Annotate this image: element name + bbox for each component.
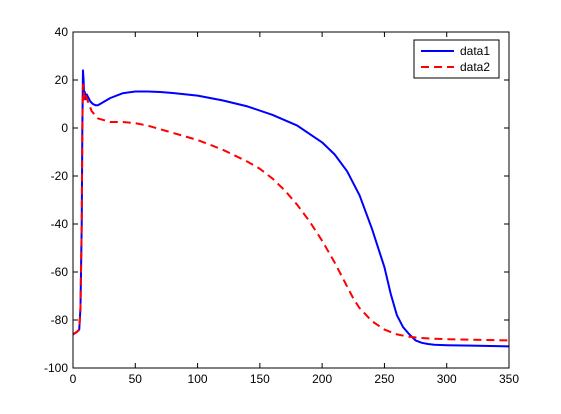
axes-box [72,31,510,369]
legend-box [413,39,500,79]
y-tick-label: -80 [51,313,69,327]
axes-layer [72,31,510,369]
legend-label-data1: data1 [460,44,490,58]
x-tick-label: 250 [374,372,394,386]
x-tick-label: 50 [129,372,143,386]
x-tick-label: 150 [250,372,270,386]
y-tick-label: 40 [55,25,69,39]
y-tick-label: -40 [51,217,69,231]
plot-area [73,32,509,368]
x-tick-label: 350 [499,372,519,386]
x-tick-label: 200 [312,372,332,386]
ticks-layer: 0 50 100 150 200 250 300 350 -100 -80 -60 -40 -20 0 20… [44,25,519,386]
y-tick-label: -20 [51,169,69,183]
y-tick-label: 20 [55,73,69,87]
series-line-data2 [72,83,510,342]
x-tick-label: 300 [437,372,457,386]
x-tick-label: 0 [70,372,77,386]
y-tick-label: -60 [51,265,69,279]
legend-label-data2: data2 [460,60,490,74]
y-tick-label: 0 [61,121,68,135]
y-tick-label: -100 [44,361,68,375]
series-layer [72,69,510,348]
x-tick-label: 100 [188,372,208,386]
legend: data1 data2 [413,39,500,79]
